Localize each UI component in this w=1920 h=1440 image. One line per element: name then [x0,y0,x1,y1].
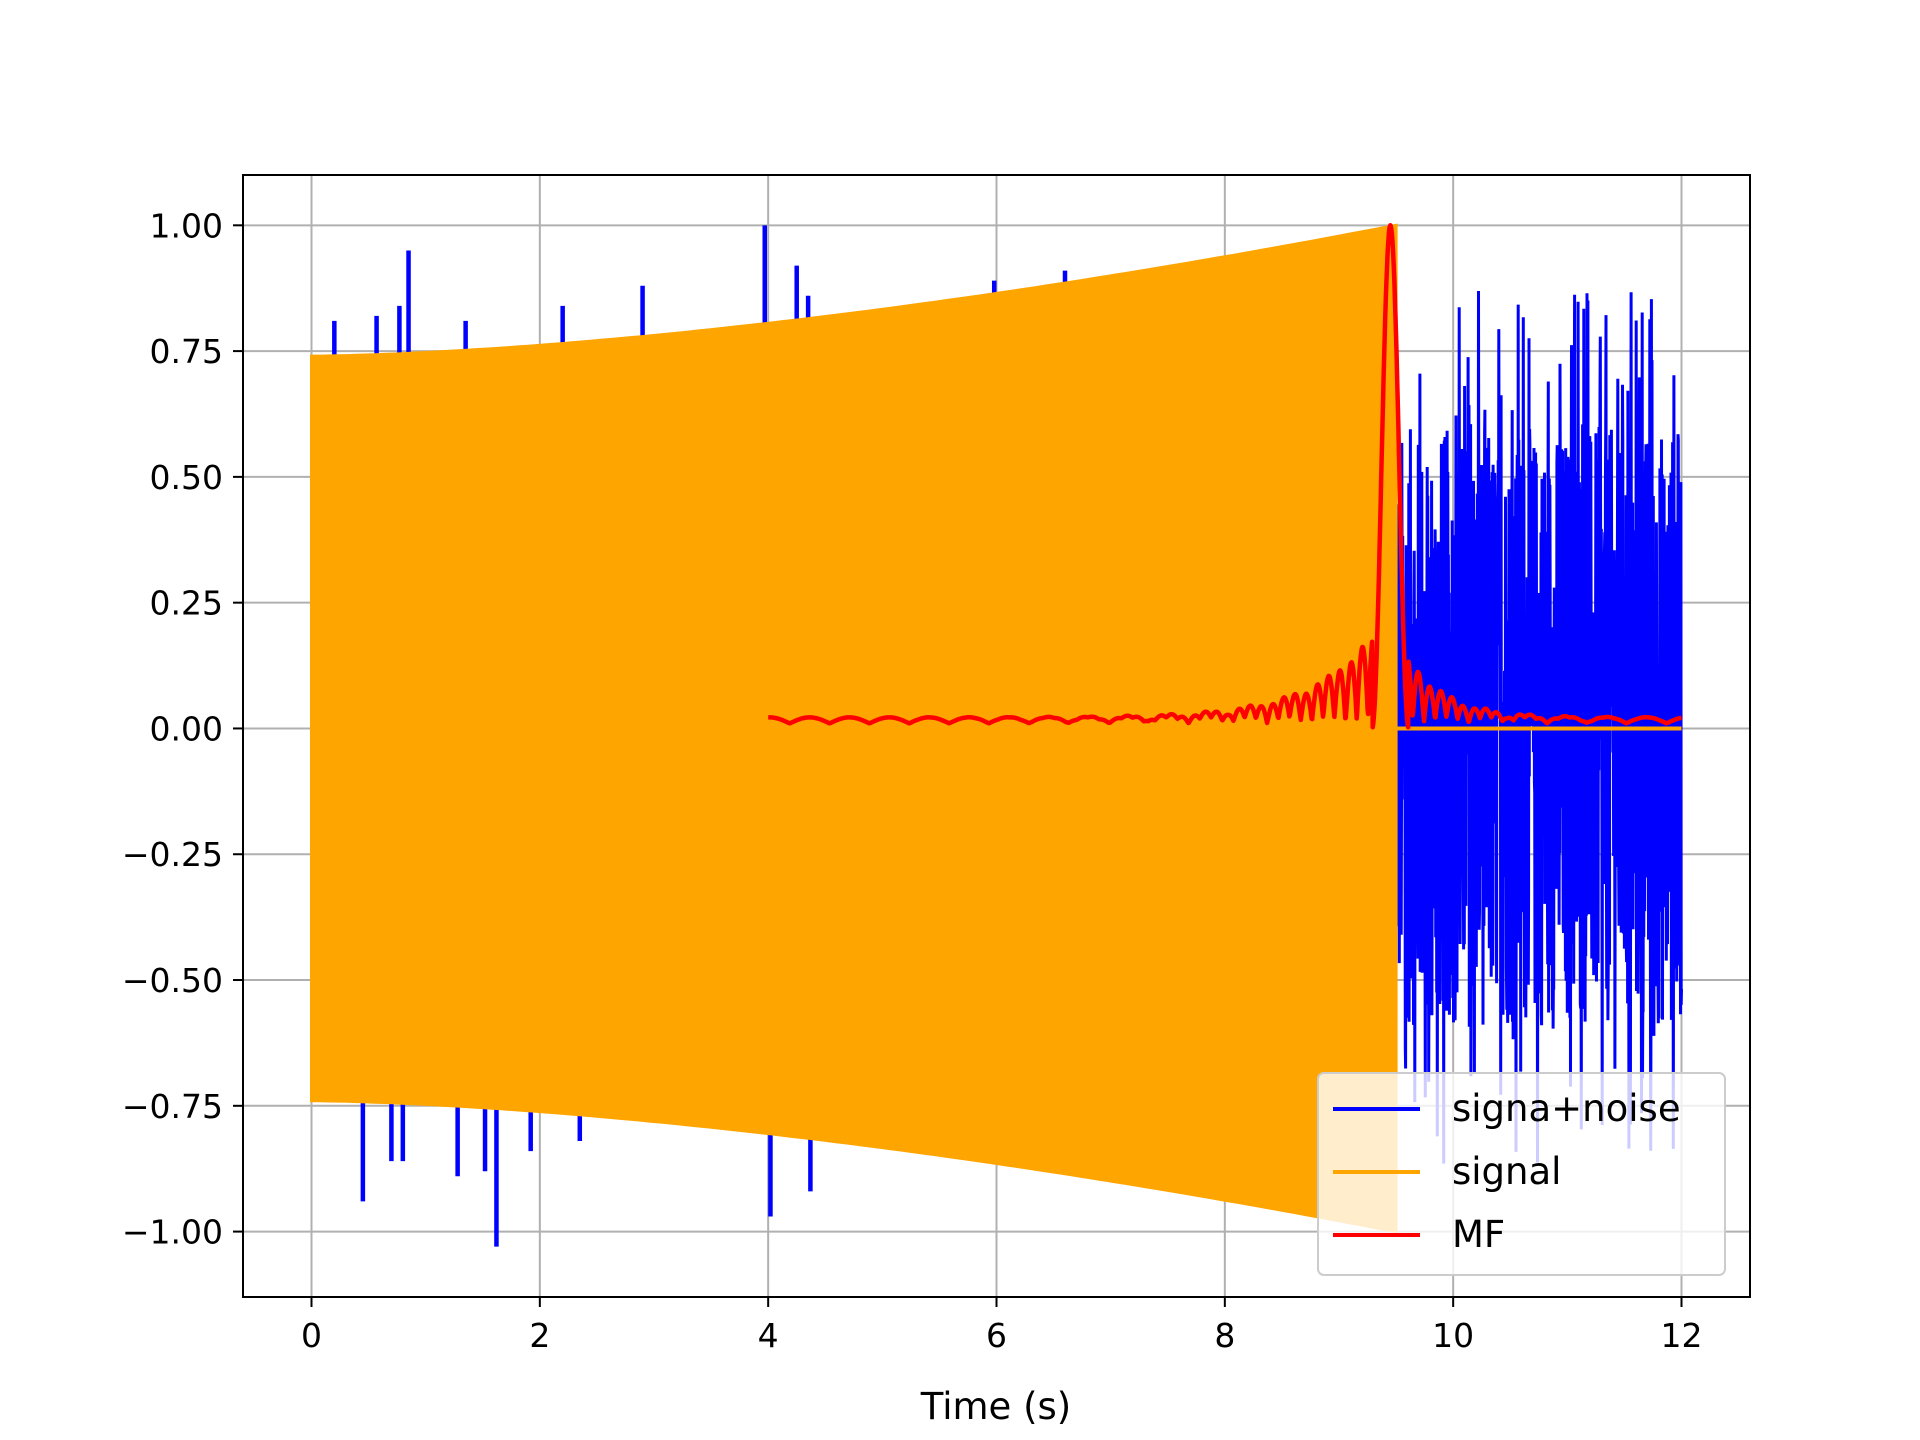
matched-filter-line [766,223,1684,730]
x-axis-title: Time (s) [920,1385,1071,1428]
y-tick-label: 0.50 [150,458,223,497]
x-tick-label: 10 [1432,1316,1474,1355]
y-tick-label: 0.00 [150,709,223,748]
legend-box [1317,1072,1726,1276]
legend-label-signal: signal [1452,1150,1561,1193]
x-tick-label: 6 [986,1316,1007,1355]
plot-area [310,223,1684,1247]
y-tick-label: 0.25 [150,584,223,623]
ticks: 0 2 4 6 8 10 12 1.00 0.75 0.50 0.25 0.00 −0.25 −0.50 −… [122,206,1703,1355]
y-tick-label: 0.75 [150,332,223,371]
x-tick-label: 4 [758,1316,779,1355]
x-tick-label: 12 [1661,1316,1703,1355]
legend-label-mf: MF [1452,1213,1505,1256]
y-tick-label: −1.00 [122,1213,223,1252]
y-tick-label: −0.25 [122,835,223,874]
y-tick-label: 1.00 [150,206,223,245]
x-tick-label: 2 [529,1316,550,1355]
y-tick-label: −0.75 [122,1087,223,1126]
y-tick-label: −0.50 [122,961,223,1000]
legend: signa+noise signal MF [1317,1072,1726,1276]
x-tick-label: 8 [1214,1316,1235,1355]
x-tick-label: 0 [301,1316,322,1355]
legend-label-signa-noise: signa+noise [1452,1087,1681,1130]
signal-envelope [310,223,1398,1234]
